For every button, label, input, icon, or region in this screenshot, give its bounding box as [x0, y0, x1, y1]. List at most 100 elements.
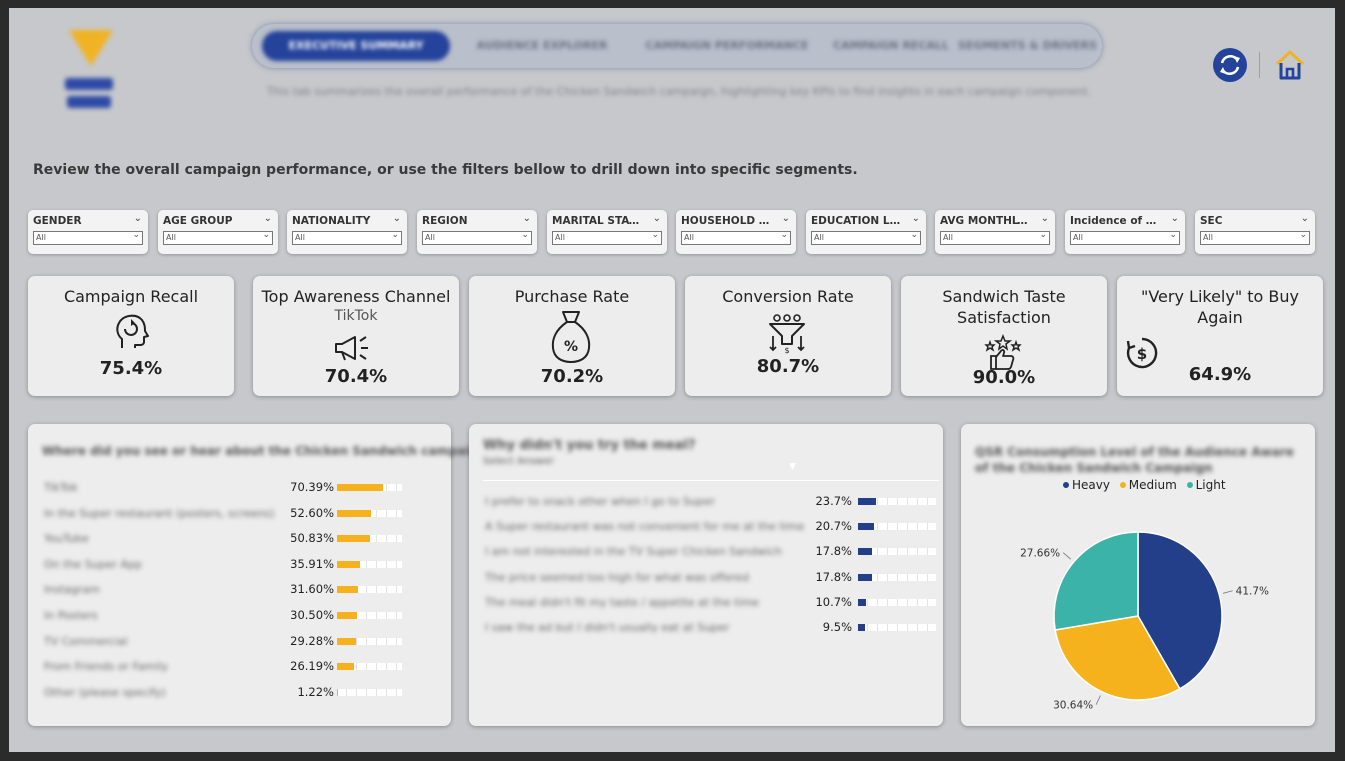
filter-sec[interactable]: SEC ⌄ All ⌄ — [1195, 210, 1315, 254]
megaphone-icon — [335, 336, 368, 361]
pie-legend: Heavy Medium Light — [1063, 478, 1226, 492]
filter-dropdown[interactable]: All ⌄ — [33, 230, 143, 245]
bar-category-label: The meal didn't fit my taste / appetite … — [485, 595, 759, 609]
chevron-down-icon[interactable]: ▼ — [789, 462, 796, 472]
filter-label: GENDER — [33, 215, 82, 227]
bar[interactable] — [337, 637, 357, 645]
filter-dropdown[interactable]: All ⌄ — [681, 230, 791, 245]
filter-dropdown[interactable]: All ⌄ — [940, 230, 1050, 245]
legend-light[interactable]: Light — [1186, 478, 1226, 492]
kpi-title: Campaign Recall — [63, 287, 199, 306]
filter-dropdown[interactable]: All ⌄ — [1200, 230, 1310, 245]
bar-data-label: 1.22% — [297, 684, 334, 699]
bar-category-label: I am not interested in the TV Super Chic… — [485, 545, 782, 559]
bar-row[interactable]: The meal didn't fit my taste / appetite … — [469, 594, 943, 610]
filter-dropdown[interactable]: All ⌄ — [292, 230, 402, 245]
filter-label: AGE GROUP — [163, 215, 233, 227]
header-separator — [483, 480, 939, 481]
filter-household-size[interactable]: HOUSEHOLD SIZE ⌄ All⌄ — [676, 210, 796, 254]
bar-row[interactable]: TV Commercial 29.28% — [28, 633, 451, 649]
bar[interactable] — [858, 598, 867, 606]
tab-campaign-recall[interactable]: CAMPAIGN RECALL — [833, 39, 949, 52]
filter-dropdown[interactable]: All ⌄ — [811, 230, 921, 245]
bar-row[interactable]: A Super restaurant was not convenient fo… — [469, 518, 943, 534]
bar[interactable] — [337, 509, 372, 517]
kpi-value: 90.0% — [972, 367, 1036, 388]
svg-text:$: $ — [784, 346, 789, 354]
filter-nationality[interactable]: NATIONALITY ⌄ All ⌄ — [287, 210, 407, 254]
funnel-icon: $ — [769, 314, 805, 354]
filter-dropdown[interactable]: All ⌄ — [163, 230, 273, 245]
filter-label: Incidence of Child... — [1070, 215, 1162, 227]
bar-row[interactable]: On the Super App 35.91% — [28, 556, 451, 572]
filter-incidence-of-children[interactable]: Incidence of Child... ⌄ All⌄ — [1065, 210, 1185, 254]
bar[interactable] — [337, 560, 361, 568]
bar-row[interactable]: From Friends or Family 26.19% — [28, 658, 451, 674]
bar-category-label: Other (please specify) — [44, 685, 166, 699]
bar-data-label: 35.91% — [290, 556, 334, 571]
bar-data-label: 17.8% — [815, 544, 852, 559]
tab-audience-explorer[interactable]: AUDIENCE EXPLORER — [476, 39, 608, 52]
bar[interactable] — [337, 663, 355, 671]
filter-dropdown[interactable]: All ⌄ — [552, 230, 662, 245]
legend-medium[interactable]: Medium — [1119, 478, 1177, 492]
kpi-title: Top Awareness Channel — [261, 287, 451, 306]
bar[interactable] — [858, 548, 872, 556]
bar-data-label: 26.19% — [290, 659, 334, 674]
bar[interactable] — [337, 535, 371, 543]
bar-row[interactable]: Instagram 31.60% — [28, 581, 451, 597]
bar[interactable] — [858, 523, 875, 531]
kpi-title: Sandwich Taste Satisfaction — [942, 287, 1066, 327]
bar-row[interactable]: TikTok 70.39% — [28, 479, 451, 495]
chevron-down-icon: ⌄ — [911, 213, 920, 224]
header-divider — [1259, 52, 1260, 78]
consumption-level-panel: QSR Consumption Level of the Audience Aw… — [961, 424, 1315, 726]
filter-avg-monthly-income[interactable]: AVG MONTHLY H/H I... ⌄ All⌄ — [935, 210, 1055, 254]
kpi-value: 80.7% — [756, 356, 820, 377]
filter-education-level[interactable]: EDUCATION LEVEL ⌄ All⌄ — [806, 210, 926, 254]
filter-region[interactable]: REGION ⌄ All ⌄ — [417, 210, 537, 254]
tab-campaign-performance[interactable]: CAMPAIGN PERFORMANCE — [645, 39, 809, 52]
bar-row[interactable]: I saw the ad but I didn't usually eat at… — [469, 619, 943, 635]
pie-leader-line — [1222, 590, 1233, 594]
home-icon[interactable] — [1271, 46, 1309, 84]
bar-track — [858, 523, 936, 531]
bar-row[interactable]: In the Super restaurant (posters, screen… — [28, 505, 451, 521]
bar-row[interactable]: I am not interested in the TV Super Chic… — [469, 543, 943, 559]
tab-executive-summary[interactable]: EXECUTIVE SUMMARY — [262, 31, 450, 61]
bar-track — [337, 586, 402, 594]
bar[interactable] — [858, 624, 866, 631]
bar[interactable] — [337, 612, 357, 619]
filter-age-group[interactable]: AGE GROUP ⌄ All ⌄ — [158, 210, 278, 254]
pie-slice-medium[interactable] — [1054, 615, 1181, 701]
bar-row[interactable]: The price seemed too high for what was o… — [469, 569, 943, 585]
bar-track — [858, 598, 936, 606]
tab-segments-drivers[interactable]: SEGMENTS & DRIVERS — [958, 39, 1096, 52]
refresh-icon[interactable] — [1211, 46, 1249, 84]
filter-gender[interactable]: GENDER ⌄ All ⌄ — [28, 210, 148, 254]
bar-track — [337, 509, 402, 517]
chart-title: QSR Consumption Level of the Audience Aw… — [975, 445, 1294, 475]
bar[interactable] — [337, 586, 358, 594]
bar-row[interactable]: I prefer to snack other when I go to Sup… — [469, 493, 943, 509]
bar[interactable] — [337, 688, 338, 696]
bar-row[interactable]: YouTube 50.83% — [28, 530, 451, 546]
kpi-title: Purchase Rate — [514, 287, 630, 306]
reasons-not-tried-panel: Why didn't you try the meal? Select Answ… — [469, 424, 943, 726]
bar-row[interactable]: Other (please specify) 1.22% — [28, 684, 451, 700]
legend-heavy[interactable]: Heavy — [1063, 478, 1110, 492]
kpi-purchase-rate: Purchase Rate % 70.2% — [469, 276, 675, 396]
bar[interactable] — [858, 498, 877, 505]
chart-subtitle: Select Answer — [483, 456, 554, 467]
pie-slice-heavy[interactable] — [1137, 531, 1223, 690]
bar[interactable] — [337, 484, 383, 491]
bar-row[interactable]: In Posters 30.50% — [28, 607, 451, 623]
bar-category-label: On the Super App — [44, 557, 142, 571]
bar[interactable] — [858, 573, 872, 581]
filter-dropdown[interactable]: All ⌄ — [422, 230, 532, 245]
pie-slice-light[interactable] — [1053, 531, 1139, 631]
filter-marital-status[interactable]: MARITAL STATUS ⌄ All ⌄ — [547, 210, 667, 254]
dashboard-canvas: EXECUTIVE SUMMARY AUDIENCE EXPLORER CAMP… — [9, 8, 1335, 752]
chevron-down-icon: ⌄ — [133, 213, 142, 224]
filter-dropdown[interactable]: All ⌄ — [1070, 230, 1180, 245]
